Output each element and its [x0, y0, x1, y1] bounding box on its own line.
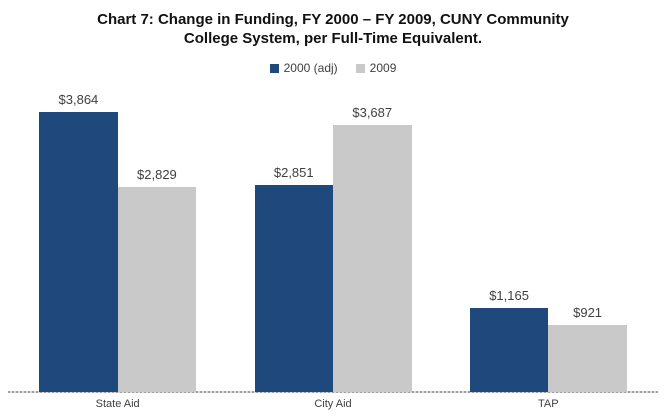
value-label-2000-adj--tap: $1,165: [489, 287, 529, 303]
legend-item-2000-adj-: 2000 (adj): [269, 61, 338, 75]
legend-swatch-icon: [269, 63, 279, 73]
chart-title: Chart 7: Change in Funding, FY 2000 – FY…: [0, 11, 666, 49]
value-label-2000-adj--state-aid: $3,864: [58, 91, 99, 107]
value-label-2009-tap: $921: [573, 305, 603, 321]
bar-2000-adj--tap: [469, 307, 549, 392]
category-label-city-aid: City Aid: [314, 398, 352, 410]
value-label-2009-state-aid: $2,829: [137, 166, 177, 182]
category-label-tap: TAP: [538, 398, 559, 410]
chart-title-line1: Chart 7: Change in Funding, FY 2000 – FY…: [97, 11, 569, 28]
legend-swatch-icon: [355, 63, 365, 73]
legend-item-2009: 2009: [355, 61, 397, 75]
legend-label: 2000 (adj): [283, 61, 338, 75]
value-label-2000-adj--city-aid: $2,851: [273, 165, 314, 181]
bar-2009-tap: [548, 325, 627, 392]
legend-label: 2009: [369, 61, 397, 75]
value-label-2009-city-aid: $3,687: [352, 104, 393, 120]
category-label-state-aid: State Aid: [95, 398, 140, 410]
chart-title-line2: College System, per Full-Time Equivalent…: [183, 29, 483, 47]
bar-2009-city-aid: [333, 124, 412, 392]
bar-2009-state-aid: [117, 186, 197, 392]
x-axis-line: [8, 391, 658, 393]
bar-2000-adj--city-aid: [254, 185, 333, 392]
bar-2000-adj--state-aid: [39, 111, 118, 392]
legend: 2000 (adj) 2009: [0, 61, 666, 75]
